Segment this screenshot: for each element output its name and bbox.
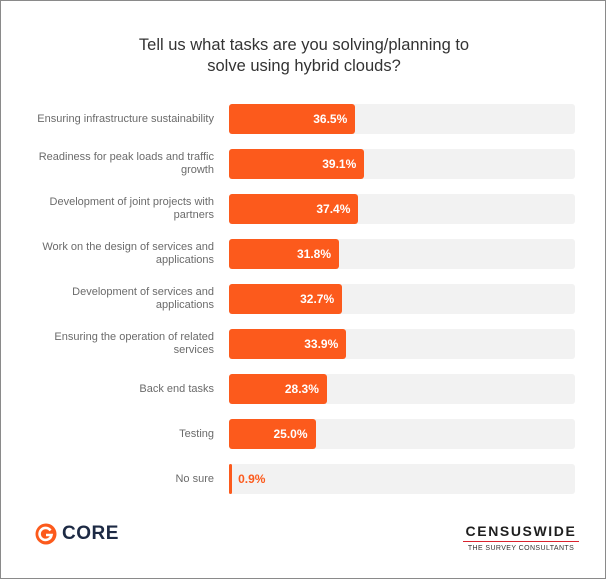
value-label: 25.0%: [273, 427, 308, 441]
bar-track: 0.9%: [229, 464, 575, 494]
bar: [229, 149, 365, 179]
bar: [229, 194, 359, 224]
category-label: Testing: [179, 427, 214, 440]
bar-track: 31.8%: [229, 239, 575, 269]
value-label: 28.3%: [284, 382, 319, 396]
bar-track: 28.3%: [229, 374, 575, 404]
value-label: 0.9%: [238, 472, 266, 486]
censuswide-rule: [463, 541, 579, 542]
core-icon: [35, 523, 57, 545]
core-text: CORE: [62, 523, 119, 544]
censuswide-text: CENSUSWIDE: [465, 523, 577, 539]
bar-track: 36.5%: [229, 104, 575, 134]
bar: [229, 329, 347, 359]
bar: [229, 374, 327, 404]
censuswide-logo: CENSUSWIDE THE SURVEY CONSULTANTS: [463, 523, 579, 552]
bar-track: 33.9%: [229, 329, 575, 359]
value-label: 32.7%: [300, 292, 335, 306]
bar: [229, 419, 316, 449]
value-label: 39.1%: [322, 157, 357, 171]
category-label: Work on the design of services and appli…: [42, 241, 214, 266]
bar-track: 39.1%: [229, 149, 575, 179]
category-label: No sure: [175, 472, 214, 485]
chart-title: Tell us what tasks are you solving/plann…: [138, 36, 470, 75]
category-label: Back end tasks: [139, 382, 214, 395]
core-logo: CORE: [35, 523, 119, 545]
category-label: Development of joint projects with partn…: [49, 196, 214, 221]
category-label: Ensuring the operation of related servic…: [54, 331, 214, 356]
bar-track: 37.4%: [229, 194, 575, 224]
bar-track: 25.0%: [229, 419, 575, 449]
bar: [229, 104, 356, 134]
category-label: Readiness for peak loads and traffic gro…: [38, 151, 214, 176]
censuswide-subtitle: THE SURVEY CONSULTANTS: [467, 545, 575, 552]
bar: [229, 239, 340, 269]
bar: [229, 464, 233, 494]
value-label: 37.4%: [316, 202, 351, 216]
value-label: 36.5%: [313, 112, 348, 126]
category-label: Development of services and applications: [72, 286, 214, 311]
value-label: 33.9%: [304, 337, 339, 351]
bar-track: 32.7%: [229, 284, 575, 314]
value-label: 31.8%: [296, 247, 332, 261]
category-label: Ensuring infrastructure sustainability: [37, 112, 214, 125]
bar: [229, 284, 343, 314]
